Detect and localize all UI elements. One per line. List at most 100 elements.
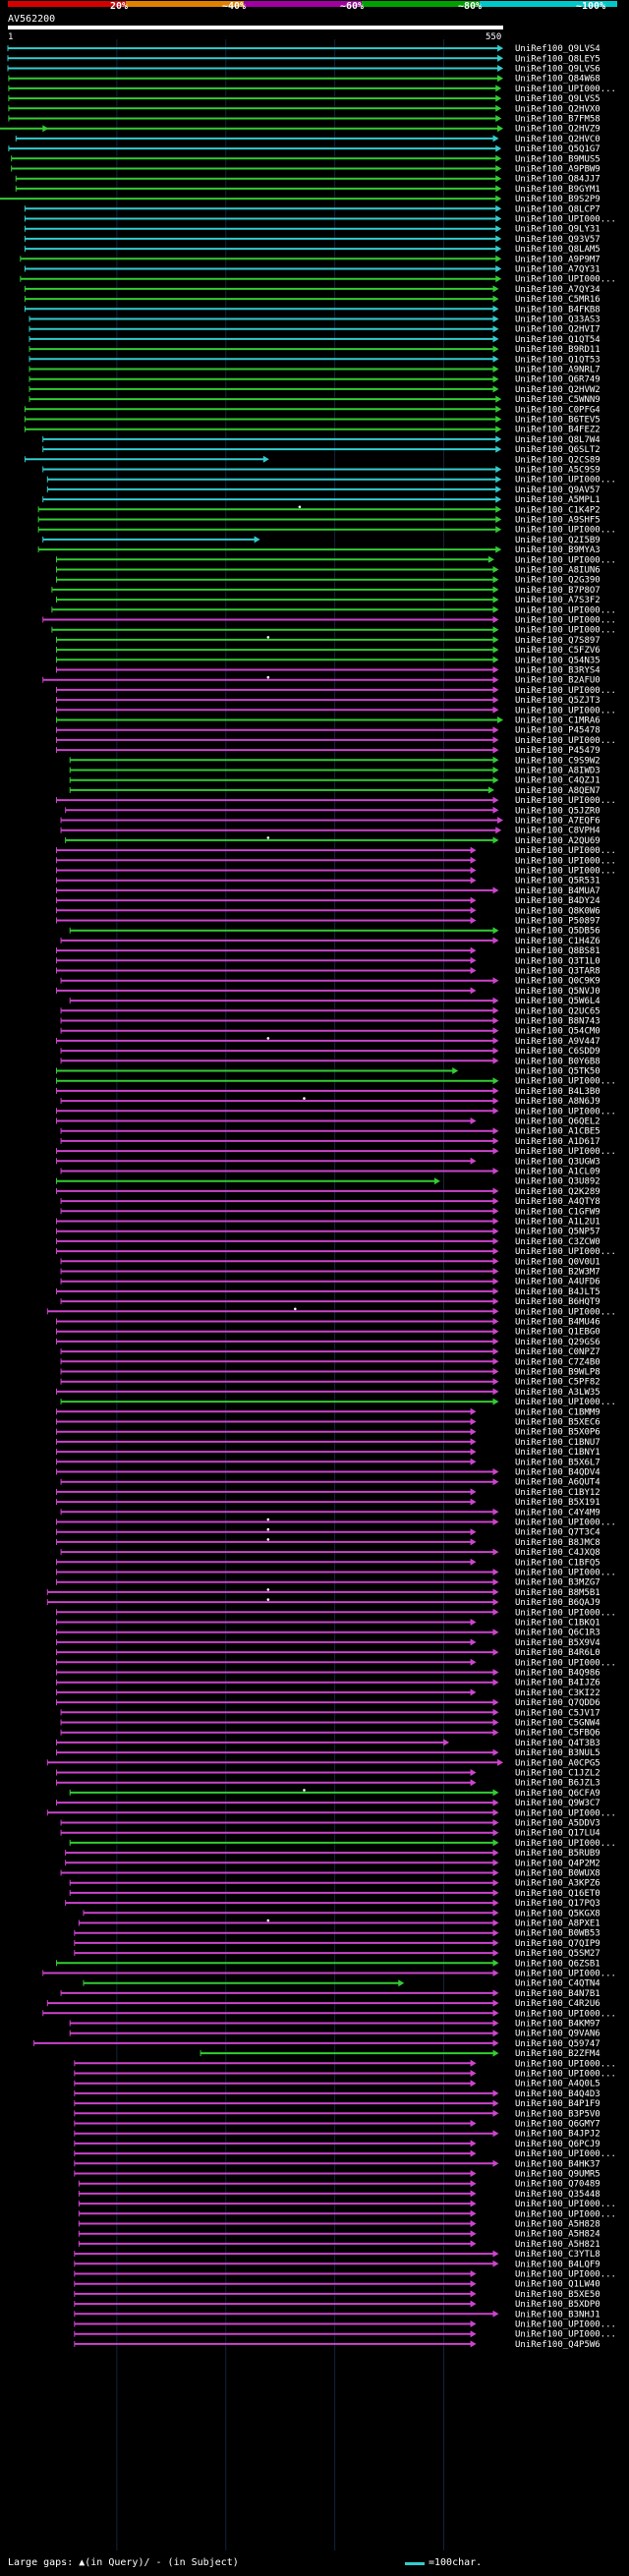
hit-row[interactable]: UniRef100_Q4P2M2: [65, 1859, 600, 1868]
hit-row[interactable]: UniRef100_C5FZV6: [55, 646, 600, 656]
hit-label[interactable]: UniRef100_Q6QEL2: [515, 1117, 600, 1127]
hit-label[interactable]: UniRef100_Q2HVZ9: [515, 125, 600, 135]
hit-row[interactable]: UniRef100_UPI000...: [51, 605, 616, 615]
hit-row[interactable]: UniRef100_Q3TAR8: [55, 967, 600, 977]
hit-label[interactable]: UniRef100_Q8LEY5: [515, 54, 600, 64]
hit-label[interactable]: UniRef100_B2ZFM4: [515, 2049, 600, 2059]
hit-row[interactable]: UniRef100_B4R6L0: [55, 1648, 600, 1658]
hit-label[interactable]: UniRef100_B4FKB8: [515, 305, 600, 315]
hit-label[interactable]: UniRef100_Q6C1R3: [515, 1629, 600, 1638]
hit-row[interactable]: UniRef100_Q5R531: [55, 877, 600, 887]
hit-row[interactable]: UniRef100_A5C9S9: [42, 466, 600, 476]
hit-row[interactable]: UniRef100_A5DDV3: [60, 1819, 600, 1829]
hit-label[interactable]: UniRef100_Q1QT53: [515, 355, 600, 365]
hit-row[interactable]: UniRef100_C5JV17: [60, 1708, 600, 1718]
hit-label[interactable]: UniRef100_B3P5V0: [515, 2109, 600, 2119]
hit-row[interactable]: UniRef100_UPI000...: [55, 846, 616, 856]
hit-row[interactable]: UniRef100_B2W3M7: [60, 1268, 600, 1278]
hit-label[interactable]: UniRef100_Q8L7W4: [515, 435, 600, 445]
hit-label[interactable]: UniRef100_Q9LVS4: [515, 44, 600, 54]
hit-row[interactable]: UniRef100_Q9AV57: [46, 486, 600, 495]
hit-row[interactable]: UniRef100_Q4T3B3: [55, 1739, 600, 1748]
hit-label[interactable]: UniRef100_Q2HVC0: [515, 135, 600, 144]
hit-row[interactable]: UniRef100_C0PFG4: [24, 405, 600, 415]
hit-row[interactable]: UniRef100_P50897: [55, 917, 600, 927]
hit-label[interactable]: UniRef100_C1BNU7: [515, 1438, 600, 1448]
hit-row[interactable]: UniRef100_Q3T1L0: [55, 956, 600, 966]
hit-label[interactable]: UniRef100_Q54CM0: [515, 1027, 600, 1037]
hit-row[interactable]: UniRef100_A4Q0L5: [74, 2080, 600, 2089]
hit-row[interactable]: UniRef100_Q84JJ7: [15, 175, 600, 185]
hit-label[interactable]: UniRef100_A9NRL7: [515, 366, 600, 375]
hit-label[interactable]: UniRef100_B6QAJ9: [515, 1598, 600, 1608]
hit-label[interactable]: UniRef100_C0NPZ7: [515, 1347, 600, 1357]
hit-label[interactable]: UniRef100_UPI000...: [515, 856, 616, 866]
hit-label[interactable]: UniRef100_A9V447: [515, 1037, 600, 1047]
hit-row[interactable]: UniRef100_A1D617: [60, 1137, 600, 1147]
hit-label[interactable]: UniRef100_Q8LAM5: [515, 245, 600, 255]
hit-label[interactable]: UniRef100_B4MU46: [515, 1318, 600, 1328]
hit-row[interactable]: UniRef100_A2QU69: [65, 836, 600, 846]
hit-label[interactable]: UniRef100_UPI000...: [515, 846, 616, 856]
hit-row[interactable]: UniRef100_C4Y4M9: [60, 1508, 600, 1517]
hit-label[interactable]: UniRef100_Q9LVS6: [515, 65, 600, 75]
hit-row[interactable]: UniRef100_Q5NP57: [55, 1228, 600, 1237]
hit-label[interactable]: UniRef100_Q5SM27: [515, 1949, 600, 1959]
hit-row[interactable]: UniRef100_UPI000...: [74, 2070, 616, 2080]
hit-row[interactable]: UniRef100_P45479: [55, 746, 600, 756]
hit-label[interactable]: UniRef100_B8M5B1: [515, 1588, 600, 1598]
hit-row[interactable]: UniRef100_UPI000...: [55, 867, 616, 877]
hit-row[interactable]: UniRef100_C4QTN4: [83, 1979, 600, 1989]
hit-label[interactable]: UniRef100_A1L2U1: [515, 1218, 600, 1228]
hit-row[interactable]: UniRef100_B3MZG7: [55, 1578, 600, 1588]
hit-row[interactable]: UniRef100_Q2G390: [55, 576, 600, 586]
hit-label[interactable]: UniRef100_C4R2U6: [515, 1999, 600, 2009]
hit-label[interactable]: UniRef100_Q4P5W6: [515, 2340, 600, 2350]
hit-row[interactable]: UniRef100_B7P8O7: [51, 586, 600, 596]
hit-label[interactable]: UniRef100_Q9UMR5: [515, 2170, 600, 2180]
hit-row[interactable]: UniRef100_Q1EBG0: [55, 1328, 600, 1338]
hit-row[interactable]: UniRef100_A6QUT4: [60, 1478, 600, 1488]
hit-row[interactable]: UniRef100_C1JZL2: [55, 1769, 600, 1779]
hit-row[interactable]: UniRef100_Q8LEY5: [7, 54, 600, 64]
hit-label[interactable]: UniRef100_C4JXQ8: [515, 1548, 600, 1558]
hit-label[interactable]: UniRef100_Q17PQ3: [515, 1899, 600, 1909]
hit-row[interactable]: UniRef100_Q8LAM5: [24, 245, 600, 255]
hit-row[interactable]: UniRef100_UPI000...: [42, 1970, 616, 1979]
hit-label[interactable]: UniRef100_Q8LCP7: [515, 204, 600, 214]
hit-label[interactable]: UniRef100_Q5JZR0: [515, 806, 600, 816]
hit-row[interactable]: UniRef100_UPI000...: [69, 1839, 616, 1849]
hit-row[interactable]: UniRef100_C1BFQ5: [55, 1558, 600, 1568]
hit-label[interactable]: UniRef100_Q6CFA9: [515, 1789, 600, 1799]
hit-label[interactable]: UniRef100_UPI000...: [515, 1839, 616, 1849]
hit-row[interactable]: UniRef100_Q9LVS6: [7, 65, 600, 75]
hit-row[interactable]: UniRef100_A8IUN6: [55, 566, 600, 576]
hit-row[interactable]: UniRef100_Q70489: [78, 2180, 600, 2190]
hit-row[interactable]: UniRef100_B4JLT5: [55, 1288, 600, 1297]
hit-row[interactable]: UniRef100_Q6CFA9: [69, 1789, 600, 1799]
hit-label[interactable]: UniRef100_Q17LU4: [515, 1829, 600, 1839]
hit-label[interactable]: UniRef100_C1GFW9: [515, 1207, 600, 1217]
hit-row[interactable]: UniRef100_C4QZJ1: [69, 776, 600, 786]
hit-row[interactable]: UniRef100_Q5JZR0: [65, 806, 600, 816]
hit-row[interactable]: UniRef100_A5H828: [78, 2220, 600, 2230]
hit-row[interactable]: UniRef100_UPI000...: [55, 856, 616, 866]
hit-label[interactable]: UniRef100_UPI000...: [515, 1398, 616, 1407]
hit-label[interactable]: UniRef100_Q9VAN6: [515, 2030, 600, 2039]
hit-row[interactable]: UniRef100_Q5ZJT3: [55, 696, 600, 706]
hit-row[interactable]: UniRef100_A5H824: [78, 2230, 600, 2240]
hit-row[interactable]: UniRef100_B6TEV5: [24, 416, 600, 426]
hit-label[interactable]: UniRef100_C8VPH4: [515, 827, 600, 836]
hit-label[interactable]: UniRef100_Q5KGX8: [515, 1909, 600, 1918]
hit-row[interactable]: UniRef100_Q5W6L4: [69, 997, 600, 1006]
hit-label[interactable]: UniRef100_A8QEN7: [515, 786, 600, 796]
hit-row[interactable]: UniRef100_Q9W3C7: [55, 1799, 600, 1808]
hit-label[interactable]: UniRef100_Q2CS89: [515, 455, 600, 465]
hit-label[interactable]: UniRef100_A2QU69: [515, 836, 600, 846]
hit-row[interactable]: UniRef100_Q2HVI7: [29, 325, 600, 335]
hit-row[interactable]: UniRef100_Q6PCJ9: [74, 2140, 600, 2149]
hit-label[interactable]: UniRef100_C1BKQ1: [515, 1619, 600, 1629]
hit-label[interactable]: UniRef100_A5H828: [515, 2220, 600, 2230]
hit-row[interactable]: UniRef100_Q2HVZ9: [0, 125, 600, 135]
hit-label[interactable]: UniRef100_B4JLT5: [515, 1288, 600, 1297]
